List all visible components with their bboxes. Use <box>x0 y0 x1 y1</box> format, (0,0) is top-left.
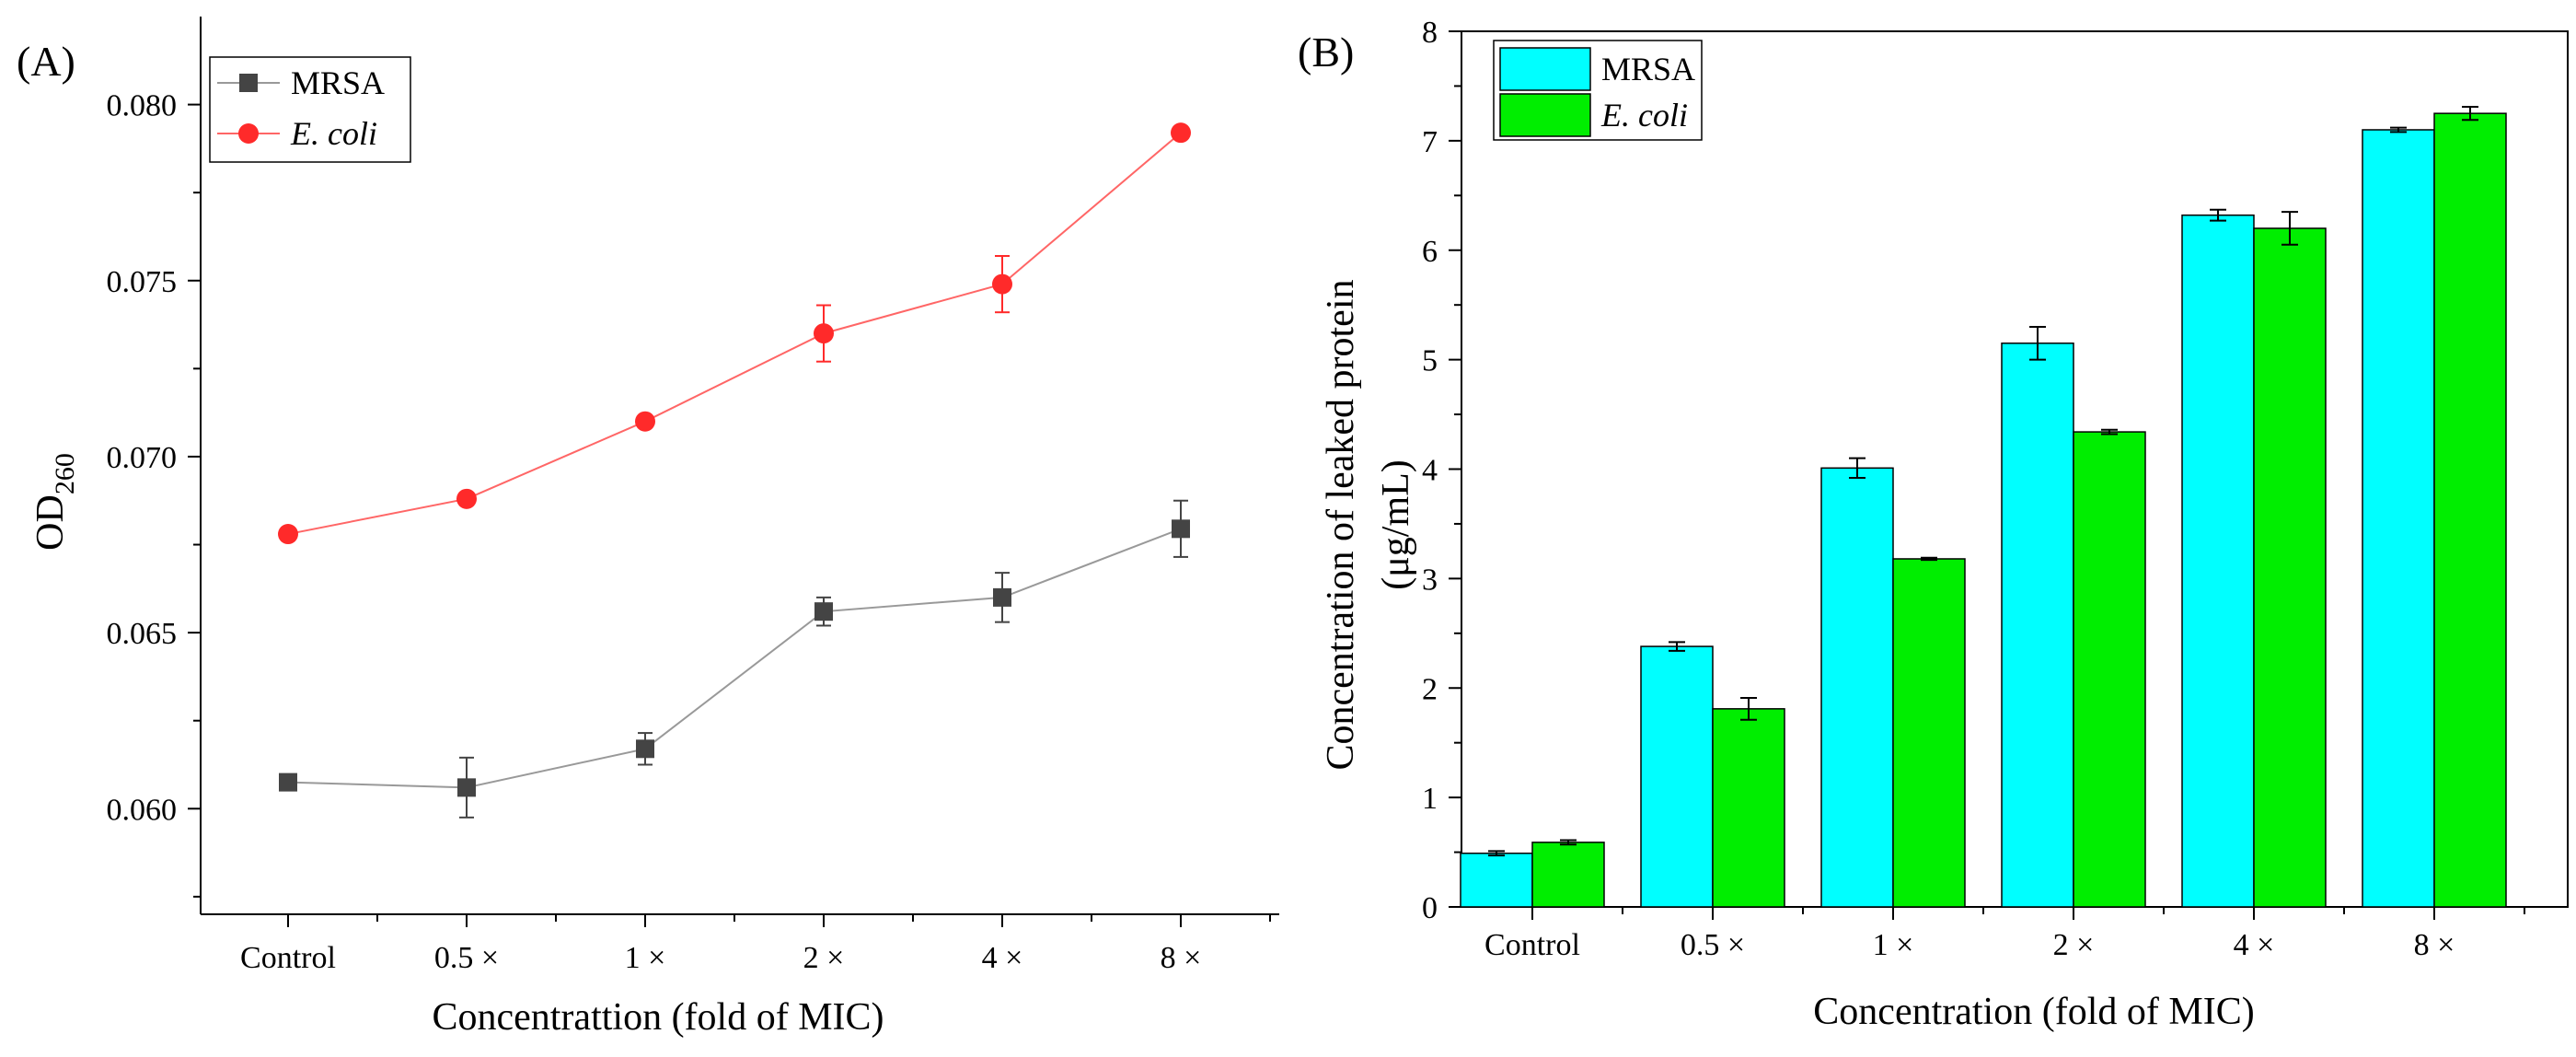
panel-b-y-tick-label: 3 <box>1422 563 1438 597</box>
panel-b-bar-ecoli <box>1531 842 1605 908</box>
panel-a-x-tick-label: 2 × <box>803 941 845 975</box>
panel-b-label: (B) <box>1298 29 1354 76</box>
panel-a-point-mrsa <box>457 778 476 797</box>
panel-b-y-tick-label: 6 <box>1422 235 1438 269</box>
panel-a-x-axis-title: Concentrattion (fold of MIC) <box>432 996 884 1039</box>
panel-b-y-tick-label: 8 <box>1422 16 1438 50</box>
legend-green-swatch-icon <box>1499 93 1591 137</box>
panel-a-legend: MRSA E. coli <box>209 56 411 163</box>
panel-b-y-tick-label: 1 <box>1422 782 1438 816</box>
panel-a-x-tick-label: 1 × <box>625 941 666 975</box>
panel-b-plot: 0 1 2 3 4 5 6 7 8 Control 0.5 × 1 × 2 × 4 × 8 × MRSA E. … <box>1422 16 2569 962</box>
panel-b-legend: MRSA E. coli <box>1493 40 1703 141</box>
panel-a-series-line-ecoli <box>287 132 1182 536</box>
panel-b-bar-mrsa <box>2001 343 2074 908</box>
legend-cyan-swatch-icon <box>1499 47 1591 91</box>
panel-a-point-mrsa <box>1172 519 1190 539</box>
panel-b-bar-mrsa <box>1460 853 1533 908</box>
panel-a-y-tick-label: 0.060 <box>107 793 178 827</box>
legend-circle-icon <box>238 123 259 144</box>
panel-b-bar-mrsa <box>1820 467 1894 908</box>
panel-a-y-axis-title: OD260 <box>29 453 80 551</box>
panel-a-point-ecoli <box>278 524 298 545</box>
panel-a-plot: 0.060 0.065 0.070 0.075 0.080 Control 0.5 × 1 ×… <box>107 17 1279 975</box>
panel-a-point-ecoli <box>992 273 1012 295</box>
panel-a-x-tick-label: 0.5 × <box>434 941 499 975</box>
panel-a-point-ecoli <box>456 488 477 509</box>
panel-b-y-tick-label: 5 <box>1422 344 1438 378</box>
panel-b-y-tick-label: 7 <box>1422 125 1438 159</box>
panel-b-x-tick-label: 4 × <box>2234 928 2275 962</box>
panel-b-y-tick-label: 0 <box>1422 891 1438 925</box>
panel-b-x-tick-label: Control <box>1484 928 1580 962</box>
panel-a-y-tick-label: 0.070 <box>107 441 178 475</box>
panel-b-bar-ecoli <box>2433 112 2507 908</box>
panel-b-x-tick-label: 0.5 × <box>1681 928 1745 962</box>
panel-a: (A) 0.060 0.065 0.070 0.075 0.080 Control 0.5 … <box>17 17 1279 1039</box>
panel-a-point-mrsa <box>636 739 654 759</box>
panel-b-y-axis-title-line2: (μg/mL) <box>1375 459 1417 589</box>
panel-b-bar-ecoli <box>2073 431 2146 908</box>
panel-a-legend-label: MRSA <box>291 64 385 101</box>
panel-a-y-tick-label: 0.075 <box>107 265 178 299</box>
panel-a-label: (A) <box>17 38 75 85</box>
panel-b-y-tick-label: 2 <box>1422 672 1438 706</box>
panel-a-point-mrsa <box>279 772 297 792</box>
panel-b-legend-label: E. coli <box>1600 97 1688 134</box>
panel-b-bar-ecoli <box>2253 227 2327 908</box>
panel-a-x-tick-label: Control <box>240 941 336 975</box>
panel-a-point-mrsa <box>814 602 833 621</box>
panel-a-point-ecoli <box>635 411 655 432</box>
panel-b-x-tick-label: 8 × <box>2414 928 2455 962</box>
panel-b-x-axis-title: Concentration (fold of MIC) <box>1813 991 2254 1033</box>
panel-b-y-axis-title-line1: Concentration of leaked protein <box>1320 280 1362 771</box>
panel-b-bar-mrsa <box>2362 129 2435 908</box>
panel-b-x-tick-label: 2 × <box>2053 928 2095 962</box>
panel-a-x-tick-label: 8 × <box>1161 941 1202 975</box>
legend-square-icon <box>239 74 258 92</box>
panel-b-legend-label: MRSA <box>1601 51 1695 87</box>
panel-b-bar-ecoli <box>1712 708 1785 908</box>
panel-a-point-mrsa <box>993 587 1011 607</box>
panel-a-x-tick-label: 4 × <box>982 941 1023 975</box>
panel-b: (B) 0 1 2 3 4 5 6 7 8 Control 0.5 × 1 × 2 × 4 × 8 × MRS… <box>1298 16 2569 1033</box>
panel-a-point-ecoli <box>1171 122 1191 144</box>
panel-a-point-ecoli <box>814 323 834 344</box>
panel-a-y-tick-label: 0.065 <box>107 617 178 651</box>
panel-b-bar-mrsa <box>2181 214 2255 908</box>
panel-b-y-tick-label: 4 <box>1422 454 1438 488</box>
panel-b-bar-mrsa <box>1640 645 1714 908</box>
panel-a-series-line-mrsa <box>287 528 1182 789</box>
panel-b-bar-ecoli <box>1892 558 1966 908</box>
panel-b-x-tick-label: 1 × <box>1873 928 1914 962</box>
panel-a-y-tick-label: 0.080 <box>107 89 178 123</box>
panel-a-legend-label: E. coli <box>290 115 377 152</box>
